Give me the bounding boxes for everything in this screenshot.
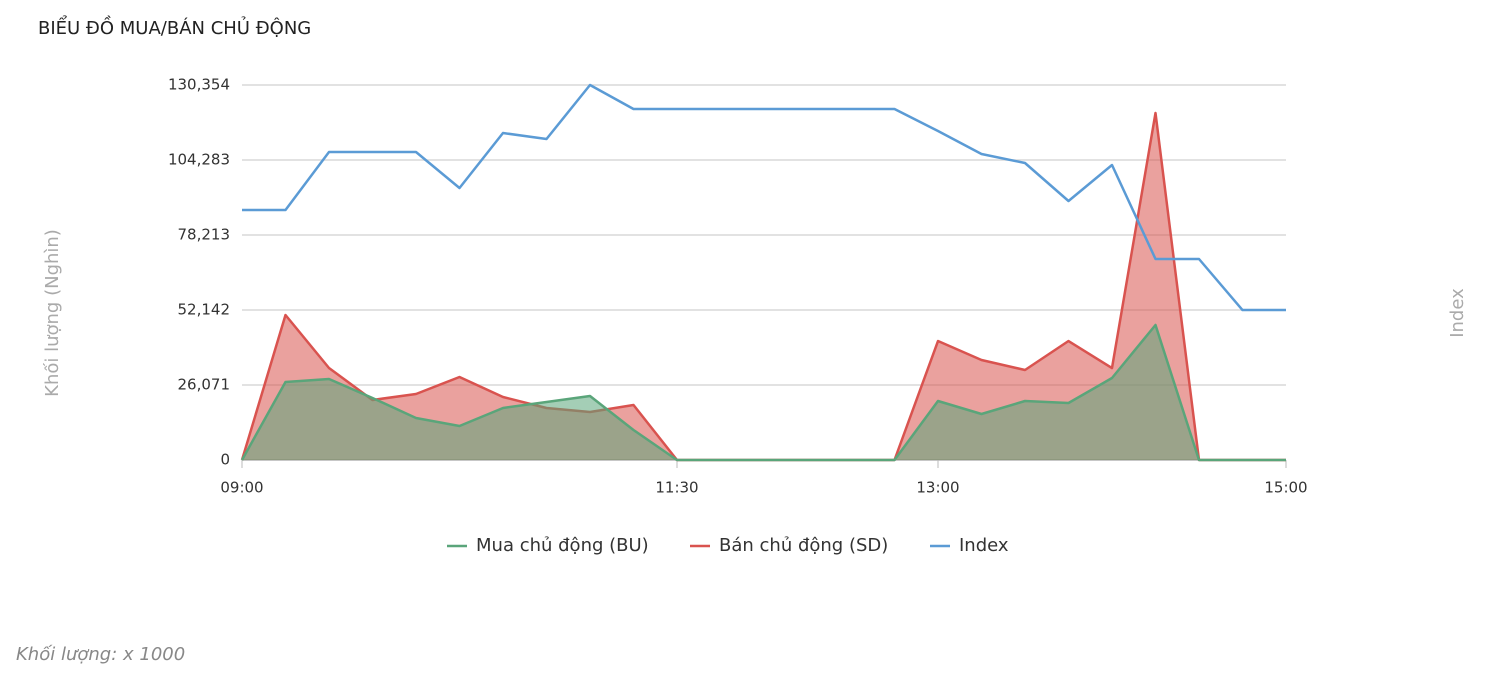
y-tick-label: 52,142 bbox=[178, 300, 231, 318]
y-tick-label: 26,071 bbox=[178, 375, 231, 393]
series-line bbox=[240, 323, 1286, 462]
legend-label: Mua chủ động (BU) bbox=[476, 535, 649, 556]
series-line bbox=[242, 83, 1286, 312]
x-tick-label: 09:00 bbox=[220, 479, 263, 497]
y-tick-label: 78,213 bbox=[178, 225, 231, 243]
x-tick-label: 11:30 bbox=[655, 479, 698, 497]
chart-title: BIỂU ĐỒ MUA/BÁN CHỦ ĐỘNG bbox=[38, 15, 311, 39]
legend-label: Bán chủ động (SD) bbox=[719, 535, 888, 556]
y-tick-label: 0 bbox=[220, 451, 230, 469]
y2-axis-label: Index bbox=[1447, 288, 1468, 338]
footnote: Khối lượng: x 1000 bbox=[16, 644, 185, 665]
y-axis-label: Khối lượng (Nghìn) bbox=[42, 229, 63, 397]
area-fill bbox=[242, 113, 1286, 460]
legend-label: Index bbox=[959, 535, 1009, 556]
x-tick-label: 15:00 bbox=[1264, 479, 1307, 497]
y-tick-label: 104,283 bbox=[168, 151, 230, 169]
y-tick-label: 130,354 bbox=[168, 76, 230, 94]
area-fill bbox=[242, 324, 1286, 460]
x-tick-label: 13:00 bbox=[916, 479, 959, 497]
